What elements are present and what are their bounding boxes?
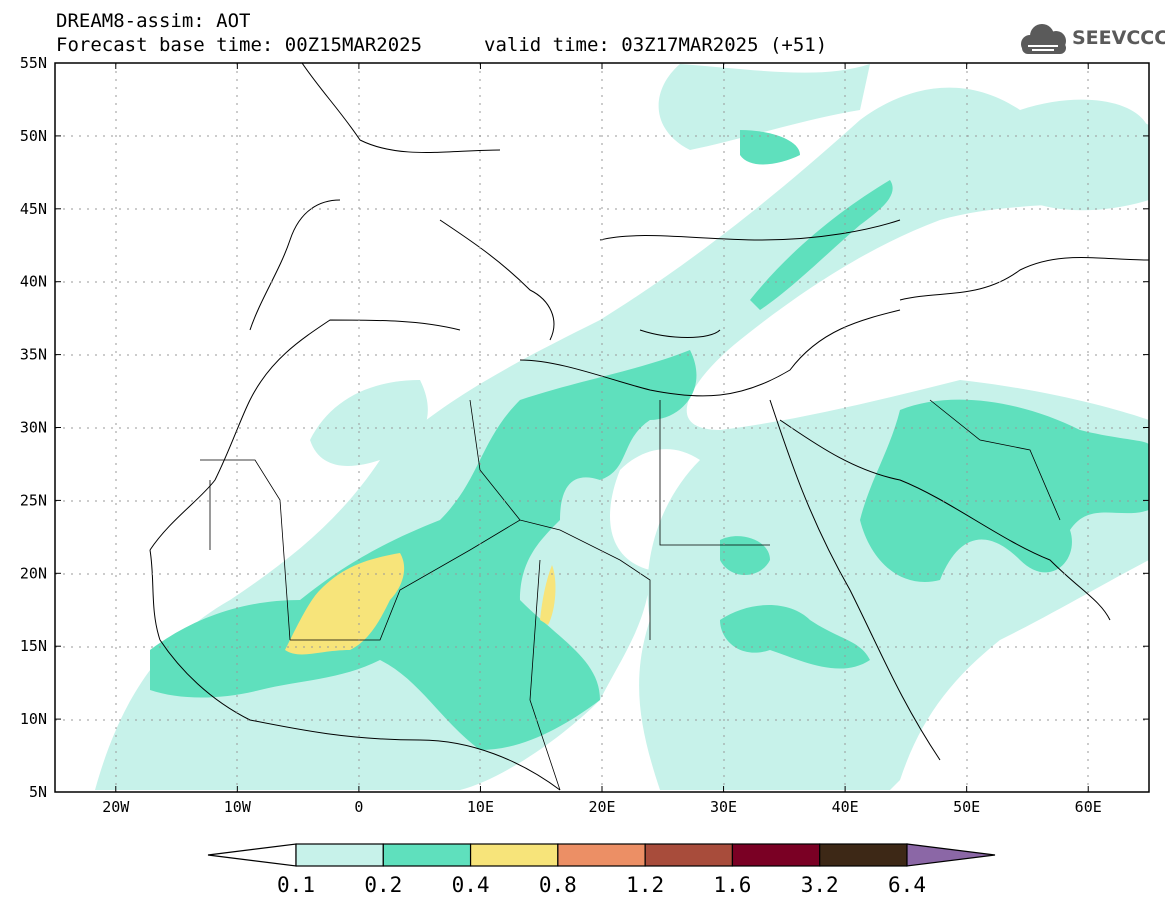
longitude-labels: 20W 10W 0 10E 20E 30E 40E 50E 60E bbox=[102, 798, 1102, 816]
lat-label: 10N bbox=[20, 710, 47, 728]
colorbar-labels: 0.1 0.2 0.4 0.8 1.2 1.6 3.2 6.4 bbox=[277, 873, 926, 897]
lon-label: 20E bbox=[588, 798, 615, 816]
forecast-base-time: Forecast base time: 00Z15MAR2025 bbox=[56, 34, 423, 56]
lon-label: 40E bbox=[832, 798, 859, 816]
colorbar-box bbox=[382, 843, 472, 867]
colorbar-box bbox=[644, 843, 734, 867]
lat-label: 20N bbox=[20, 564, 47, 582]
map-title: DREAM8-assim: AOT bbox=[56, 10, 251, 32]
lon-label: 60E bbox=[1075, 798, 1102, 816]
colorbar-max-arrow bbox=[906, 843, 996, 867]
colorbar-min-arrow bbox=[207, 843, 297, 867]
colorbar-level: 6.4 bbox=[888, 873, 926, 897]
logo-text: SEEVCCC bbox=[1072, 27, 1165, 49]
lon-label: 50E bbox=[953, 798, 980, 816]
colorbar-box bbox=[295, 843, 384, 867]
aot-fields bbox=[95, 64, 1149, 791]
colorbar-level: 0.1 bbox=[277, 873, 315, 897]
colorbar bbox=[207, 843, 996, 867]
latitude-labels: 55N 50N 45N 40N 35N 30N 25N 20N 15N 10N 5N bbox=[20, 54, 47, 801]
grid-lines bbox=[55, 63, 1149, 792]
lat-label: 25N bbox=[20, 491, 47, 509]
lat-label: 30N bbox=[20, 419, 47, 437]
colorbar-box bbox=[819, 843, 908, 867]
colorbar-level: 1.6 bbox=[713, 873, 751, 897]
coastlines bbox=[149, 63, 1149, 791]
lat-label: 15N bbox=[20, 637, 47, 655]
colorbar-level: 0.8 bbox=[539, 873, 577, 897]
lon-label: 0 bbox=[354, 798, 363, 816]
lat-label: 5N bbox=[29, 783, 47, 801]
lat-label: 35N bbox=[20, 346, 47, 364]
borders bbox=[200, 399, 1061, 791]
colorbar-level: 0.4 bbox=[452, 873, 490, 897]
lon-label: 20W bbox=[102, 798, 130, 816]
colorbar-box bbox=[731, 843, 821, 867]
lat-label: 45N bbox=[20, 200, 47, 218]
lat-label: 40N bbox=[20, 273, 47, 291]
lon-label: 10W bbox=[224, 798, 252, 816]
colorbar-box bbox=[469, 843, 559, 867]
lon-label: 10E bbox=[467, 798, 494, 816]
axis-ticks bbox=[55, 62, 1149, 793]
lat-label: 50N bbox=[20, 127, 47, 145]
colorbar-level: 3.2 bbox=[801, 873, 839, 897]
lat-label: 55N bbox=[20, 54, 47, 72]
colorbar-level: 0.2 bbox=[364, 873, 402, 897]
valid-time: valid time: 03Z17MAR2025 (+51) bbox=[484, 34, 828, 56]
lon-label: 30E bbox=[710, 798, 737, 816]
colorbar-box bbox=[557, 843, 646, 867]
colorbar-level: 1.2 bbox=[626, 873, 664, 897]
cloud-icon bbox=[1021, 24, 1066, 54]
